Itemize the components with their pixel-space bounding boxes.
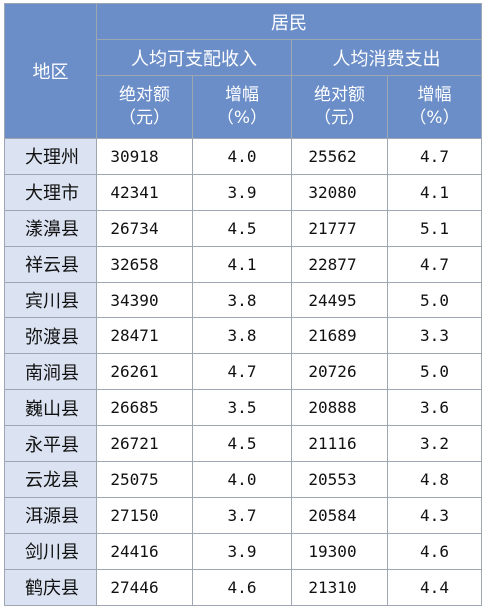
table-row: 宾川县 34390 3.8 24495 5.0 [4,281,482,319]
expense-growth-cell: 5.0 [387,353,482,391]
expense-growth-cell: 5.0 [387,281,482,319]
region-cell: 鹤庆县 [4,568,97,606]
table-row: 云龙县 25075 4.0 20553 4.8 [4,461,482,498]
region-cell: 云龙县 [4,461,97,498]
income-growth-cell: 3.7 [192,496,292,534]
income-growth-cell: 3.8 [192,281,292,319]
region-header: 地区 [4,3,97,139]
income-cell: 27150 [96,496,193,534]
expense-cell: 20726 [291,353,388,391]
income-cell: 30918 [96,138,193,175]
expense-cell: 20888 [291,389,388,427]
expense-growth-cell: 4.4 [387,568,482,606]
region-cell: 祥云县 [4,245,97,283]
income-growth-cell: 4.7 [192,353,292,391]
income-growth-cell: 3.9 [192,173,292,211]
region-cell: 大理市 [4,173,97,211]
table-row: 南涧县 26261 4.7 20726 5.0 [4,353,482,391]
expense-growth-cell: 3.2 [387,425,482,463]
income-growth-cell: 3.5 [192,389,292,427]
income-cell: 42341 [96,173,193,211]
table-row: 祥云县 32658 4.1 22877 4.7 [4,245,482,283]
income-cell: 25075 [96,461,193,498]
expense-absolute-header: 绝对额 （元） [291,75,388,139]
table-row: 鹤庆县 27446 4.6 21310 4.4 [4,568,482,606]
table-row: 剑川县 24416 3.9 19300 4.6 [4,532,482,570]
region-cell: 南涧县 [4,353,97,391]
income-cell: 26721 [96,425,193,463]
income-growth-cell: 4.6 [192,568,292,606]
expense-growth-cell: 3.3 [387,317,482,355]
table-header: 地区 居民 人均可支配收入 人均消费支出 绝对额 （元） 增幅 （%） 绝对额 … [4,3,482,139]
resident-group-header: 居民 [96,3,482,40]
expense-cell: 20553 [291,461,388,498]
income-growth-cell: 3.8 [192,317,292,355]
table-row: 大理州 30918 4.0 25562 4.7 [4,138,482,175]
header-line: 绝对额 [314,85,365,105]
income-growth-header: 增幅 （%） [192,75,292,139]
income-cell: 26261 [96,353,193,391]
region-cell: 大理州 [4,138,97,175]
header-line: 增幅 [225,85,259,105]
expense-growth-cell: 4.3 [387,496,482,534]
income-growth-cell: 4.5 [192,209,292,247]
income-cell: 32658 [96,245,193,283]
expense-cell: 25562 [291,138,388,175]
table-row: 漾濞县 26734 4.5 21777 5.1 [4,209,482,247]
region-cell: 巍山县 [4,389,97,427]
income-growth-cell: 4.0 [192,461,292,498]
income-absolute-header: 绝对额 （元） [96,75,193,139]
header-line: （元） [314,108,365,128]
income-cell: 34390 [96,281,193,319]
expense-growth-cell: 4.8 [387,461,482,498]
expense-growth-cell: 5.1 [387,209,482,247]
expense-cell: 19300 [291,532,388,570]
income-growth-cell: 4.1 [192,245,292,283]
header-line: （%） [409,108,460,128]
table-row: 大理市 42341 3.9 32080 4.1 [4,173,482,211]
region-cell: 永平县 [4,425,97,463]
header-line: （元） [119,108,170,128]
income-cell: 26685 [96,389,193,427]
income-cell: 28471 [96,317,193,355]
table-row: 弥渡县 28471 3.8 21689 3.3 [4,317,482,355]
income-cell: 24416 [96,532,193,570]
expense-cell: 21777 [291,209,388,247]
income-expense-table: 地区 居民 人均可支配收入 人均消费支出 绝对额 （元） 增幅 （%） 绝对额 … [4,3,482,606]
header-line: （%） [216,108,268,128]
expense-growth-cell: 4.1 [387,173,482,211]
region-cell: 剑川县 [4,532,97,570]
expense-growth-header: 增幅 （%） [387,75,482,139]
header-line: 绝对额 [119,85,170,105]
region-cell: 漾濞县 [4,209,97,247]
header-line: 增幅 [417,85,452,105]
expense-growth-cell: 3.6 [387,389,482,427]
income-growth-cell: 4.5 [192,425,292,463]
region-cell: 弥渡县 [4,317,97,355]
income-group-header: 人均可支配收入 [96,39,292,76]
income-cell: 26734 [96,209,193,247]
table-body: 大理州 30918 4.0 25562 4.7 大理市 42341 3.9 32… [4,138,482,606]
expense-cell: 24495 [291,281,388,319]
expense-cell: 21689 [291,317,388,355]
expense-cell: 22877 [291,245,388,283]
expense-cell: 21310 [291,568,388,606]
expense-growth-cell: 4.7 [387,138,482,175]
region-cell: 洱源县 [4,496,97,534]
table-row: 永平县 26721 4.5 21116 3.2 [4,425,482,463]
income-growth-cell: 4.0 [192,138,292,175]
table-row: 巍山县 26685 3.5 20888 3.6 [4,389,482,427]
expense-growth-cell: 4.7 [387,245,482,283]
expense-group-header: 人均消费支出 [291,39,482,76]
expense-cell: 20584 [291,496,388,534]
expense-growth-cell: 4.6 [387,532,482,570]
expense-cell: 21116 [291,425,388,463]
region-cell: 宾川县 [4,281,97,319]
income-cell: 27446 [96,568,193,606]
table-row: 洱源县 27150 3.7 20584 4.3 [4,496,482,534]
income-growth-cell: 3.9 [192,532,292,570]
expense-cell: 32080 [291,173,388,211]
